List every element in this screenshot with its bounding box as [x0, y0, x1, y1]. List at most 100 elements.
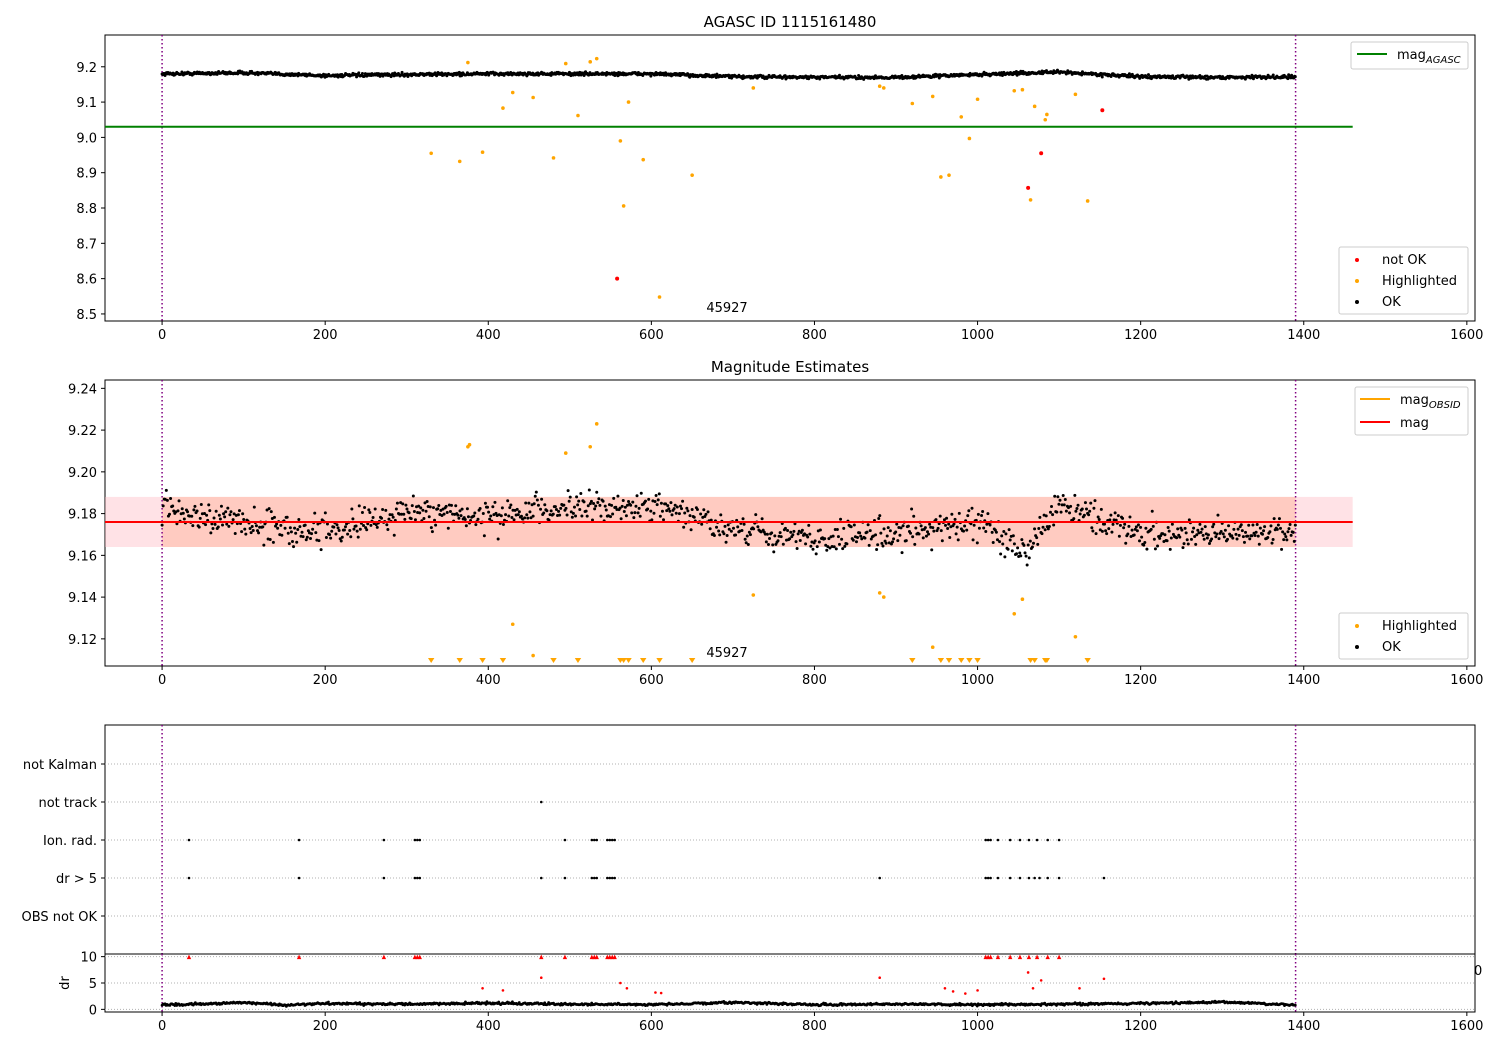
ok-point	[271, 540, 275, 544]
ok-point	[1176, 527, 1180, 531]
dr-high-point	[619, 981, 622, 985]
ok-point	[965, 528, 969, 532]
ok-point	[362, 523, 366, 527]
ok-point	[764, 540, 768, 544]
flag-point	[606, 838, 609, 842]
y-tick-label: 10	[80, 951, 97, 966]
ok-point	[704, 512, 708, 516]
ok-point	[244, 532, 248, 536]
ok-point	[1170, 522, 1174, 526]
ok-point	[1139, 525, 1143, 529]
ok-point	[1169, 536, 1173, 540]
ok-point	[1184, 531, 1188, 535]
ok-point	[1244, 530, 1248, 534]
ok-point	[709, 518, 713, 522]
y-tick-label: 9.22	[68, 424, 97, 439]
flag-point	[1057, 876, 1061, 880]
ok-point	[655, 503, 659, 507]
ok-point	[254, 524, 258, 528]
ok-point	[877, 516, 881, 520]
ok-point	[854, 540, 858, 544]
ok-point	[636, 511, 640, 515]
ok-point	[689, 528, 693, 532]
ok-point	[297, 518, 301, 522]
highlighted-point	[1045, 112, 1049, 117]
ok-point	[982, 526, 986, 530]
ok-point	[1124, 541, 1128, 545]
ok-point	[971, 538, 975, 542]
dr-ylabel: dr	[58, 976, 73, 990]
ok-point	[262, 543, 266, 547]
ok-point	[1251, 523, 1255, 527]
ok-point	[1111, 522, 1115, 526]
ok-point	[1134, 525, 1138, 529]
ok-point	[1027, 556, 1031, 560]
ok-point	[197, 525, 201, 529]
ok-point	[209, 531, 213, 535]
ok-point	[1168, 547, 1172, 551]
ok-point	[358, 527, 362, 531]
ok-point	[944, 523, 948, 527]
ok-point	[1138, 539, 1142, 543]
ok-point	[603, 504, 607, 508]
ok-point	[1044, 514, 1048, 518]
ok-point	[290, 539, 294, 543]
ok-point	[995, 538, 999, 542]
ok-point	[380, 516, 384, 520]
ok-point	[1230, 534, 1234, 538]
ok-point	[984, 529, 988, 533]
legend-ok: OK	[1382, 295, 1401, 310]
x-tick-label: 800	[802, 328, 827, 343]
ok-point	[348, 528, 352, 532]
ok-point	[1024, 554, 1028, 558]
ok-point	[375, 525, 379, 529]
highlighted-point	[939, 175, 943, 179]
ok-point	[717, 529, 721, 533]
ok-point	[898, 533, 902, 537]
ok-point	[729, 529, 733, 533]
ok-point	[286, 531, 290, 535]
ok-point	[350, 507, 354, 511]
ok-point	[324, 535, 328, 539]
ok-point	[692, 515, 696, 519]
ok-point	[168, 512, 172, 516]
ok-point	[590, 518, 594, 522]
ok-point	[741, 517, 745, 521]
flag-point	[1008, 838, 1012, 842]
ok-point	[1254, 530, 1258, 534]
ok-point	[1222, 535, 1226, 539]
ok-point	[345, 522, 349, 526]
ok-point	[466, 515, 470, 519]
ok-point	[700, 522, 704, 526]
highlighted-point	[947, 173, 951, 177]
ok-point	[1202, 537, 1206, 541]
flag-point	[592, 876, 596, 880]
ok-point	[795, 547, 799, 551]
ok-point	[338, 537, 342, 541]
ok-point	[1152, 537, 1156, 541]
ok-point	[1082, 513, 1086, 517]
out-of-range-marker	[945, 658, 953, 663]
ok-point	[1207, 542, 1211, 546]
ok-point	[986, 512, 990, 516]
ok-point	[180, 507, 184, 511]
ok-point	[202, 512, 206, 516]
ok-point	[373, 507, 377, 511]
out-of-range-marker	[909, 658, 916, 663]
ok-point	[999, 552, 1003, 556]
ok-point	[585, 514, 589, 518]
ok-point	[796, 532, 800, 536]
dr-high-point	[1039, 979, 1043, 982]
ok-point	[1043, 528, 1047, 532]
ok-point	[634, 504, 638, 508]
ok-point	[368, 511, 372, 515]
ok-point	[843, 544, 847, 548]
ok-point	[365, 528, 369, 532]
ok-point	[500, 506, 504, 510]
ok-point	[1114, 518, 1118, 522]
ok-point	[574, 514, 578, 518]
ok-point	[177, 499, 181, 503]
flag-point	[996, 876, 1000, 880]
x-tick-label: 600	[639, 328, 664, 343]
ok-point	[360, 510, 364, 514]
